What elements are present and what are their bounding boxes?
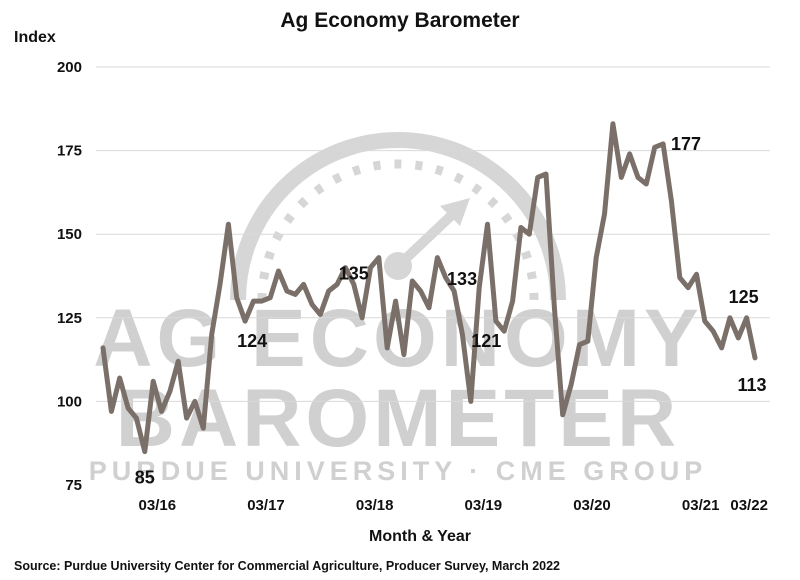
series-line — [100, 121, 758, 455]
data-label: 135 — [339, 263, 369, 283]
y-tick-label: 125 — [57, 310, 82, 327]
y-axis-title: Index — [14, 29, 56, 46]
x-tick-label: 03/18 — [356, 497, 394, 514]
y-tick-label: 75 — [65, 477, 82, 494]
data-label: 124 — [237, 331, 267, 351]
x-tick-label: 03/21 — [682, 497, 720, 514]
x-tick-label: 03/16 — [139, 497, 177, 514]
chart-title: Ag Economy Barometer — [280, 9, 519, 32]
data-label: 121 — [471, 331, 501, 351]
annotations-layer: 85 124 135 133 121 177 125 113 — [135, 134, 767, 488]
source-note: Source: Purdue University Center for Com… — [14, 559, 560, 573]
watermark-line3: PURDUE UNIVERSITY · CME GROUP — [89, 456, 708, 486]
x-axis-title: Month & Year — [369, 528, 471, 545]
x-tick-label: 03/17 — [247, 497, 285, 514]
y-tick-label: 175 — [57, 143, 82, 160]
data-label: 85 — [135, 468, 155, 488]
x-tick-label: 03/22 — [730, 497, 768, 514]
y-tick-label: 150 — [57, 226, 82, 243]
gridlines — [96, 66, 770, 402]
x-axis-ticks: 03/16 03/17 03/18 03/19 03/20 03/21 03/22 — [139, 497, 768, 514]
data-label: 113 — [737, 375, 766, 395]
series-layer — [100, 121, 758, 455]
x-tick-label: 03/20 — [573, 497, 611, 514]
data-label: 177 — [671, 134, 701, 154]
y-axis-ticks: 75 100 125 150 175 200 — [57, 59, 82, 494]
y-tick-label: 200 — [57, 59, 82, 76]
x-tick-label: 03/19 — [465, 497, 503, 514]
gauge-arrow-icon — [230, 132, 566, 301]
watermark: AG ECONOMY BAROMETER PURDUE UNIVERSITY ·… — [89, 132, 708, 486]
data-label: 133 — [447, 269, 477, 289]
y-tick-label: 100 — [57, 393, 82, 410]
data-label: 125 — [729, 287, 759, 307]
